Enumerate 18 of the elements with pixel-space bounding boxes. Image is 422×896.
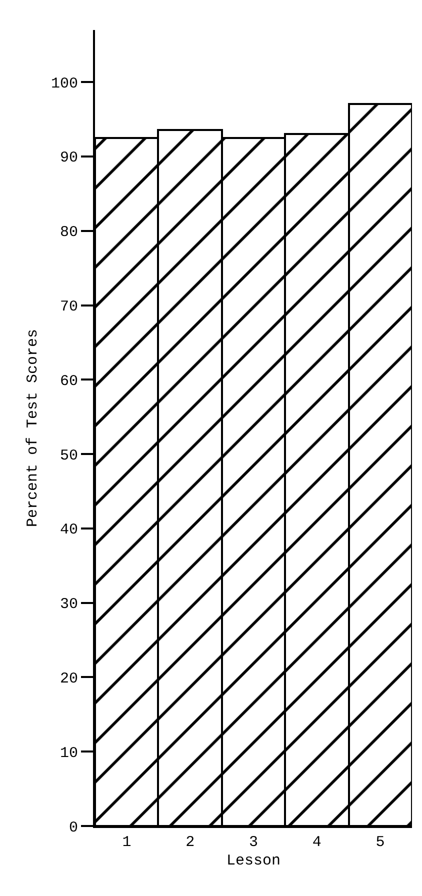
y-tick-label: 90 [60, 150, 78, 167]
y-tick-label: 20 [60, 670, 78, 688]
y-tick-label: 10 [60, 744, 78, 762]
x-tick-label: 5 [376, 834, 385, 851]
y-tick-label: 40 [60, 522, 78, 539]
y-tick-label: 50 [60, 447, 78, 464]
x-axis-title: Lesson [226, 852, 281, 870]
x-tick-label: 1 [122, 834, 132, 851]
x-tick-label: 2 [186, 834, 195, 851]
y-tick-label: 70 [60, 298, 78, 316]
y-tick-label: 30 [60, 596, 78, 614]
y-tick-label: 80 [60, 224, 78, 242]
y-tick-label: 0 [68, 819, 78, 836]
x-tick-label: 4 [312, 834, 322, 851]
y-axis-title: Percent of Test Scores [24, 328, 42, 528]
y-tick-label: 60 [60, 372, 78, 390]
y-tick-label: 100 [50, 75, 78, 92]
x-tick-label: 3 [248, 834, 258, 851]
